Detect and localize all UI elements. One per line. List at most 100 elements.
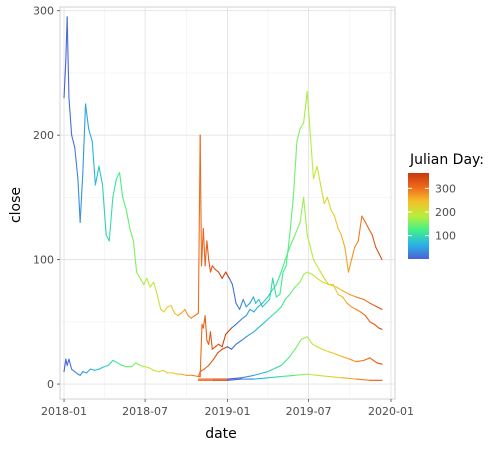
- series-segment: [105, 234, 110, 242]
- series-segment: [321, 281, 330, 286]
- series-segment: [296, 128, 301, 142]
- series-segment: [63, 358, 67, 373]
- legend: Julian Day: 100 200 300: [408, 152, 484, 259]
- series-segment: [303, 271, 308, 276]
- series-segment: [203, 364, 210, 370]
- series-segment: [249, 308, 255, 313]
- series-segment: [261, 318, 269, 325]
- series-segment: [192, 374, 199, 378]
- series-segment: [255, 298, 260, 304]
- series-segment: [160, 308, 165, 313]
- series-segment: [351, 306, 357, 310]
- series-segment: [84, 103, 90, 130]
- series-segment: [184, 308, 189, 317]
- series-segment: [275, 306, 282, 313]
- series-segment: [228, 277, 233, 286]
- series-segment: [66, 358, 70, 366]
- series-segment: [146, 277, 151, 288]
- series-segment: [312, 343, 318, 348]
- series-segment: [139, 277, 145, 286]
- series-segment: [289, 234, 296, 248]
- series-segment: [200, 227, 204, 267]
- series-segment: [235, 302, 241, 310]
- series-segment: [166, 305, 172, 308]
- series-segment: [342, 377, 357, 380]
- y-tick-label: 100: [33, 254, 54, 267]
- series-segment: [369, 321, 375, 325]
- y-axis-title: close: [8, 187, 24, 223]
- series-segment: [208, 259, 212, 273]
- series-segment: [257, 302, 263, 308]
- series-segment: [303, 196, 308, 236]
- series-segment: [355, 359, 365, 363]
- series-segment: [63, 59, 67, 99]
- grid-major: [60, 7, 395, 399]
- series-segment: [355, 378, 371, 381]
- series-segment: [294, 281, 301, 288]
- series-segment: [240, 315, 247, 320]
- series-line-1: [63, 16, 383, 319]
- series-segment: [217, 343, 223, 348]
- colorbar-label: 300: [435, 182, 456, 195]
- series-segment: [226, 378, 242, 381]
- series-segment: [355, 296, 365, 300]
- series-segment: [249, 331, 255, 335]
- series-segment: [77, 178, 81, 223]
- series-segment: [285, 234, 291, 267]
- series-segment: [172, 372, 178, 375]
- series-segment: [226, 377, 242, 380]
- series-segment: [316, 374, 330, 378]
- series-segment: [378, 252, 383, 261]
- series-segment: [299, 274, 305, 283]
- series-segment: [108, 196, 114, 242]
- series-segment: [158, 369, 164, 373]
- series-segment: [139, 364, 146, 368]
- series-segment: [294, 373, 308, 376]
- series-segment: [221, 333, 227, 348]
- series-segment: [280, 356, 291, 366]
- series-segment: [335, 353, 344, 358]
- series-segment: [364, 315, 371, 323]
- series-segment: [261, 296, 269, 304]
- series-segment: [373, 323, 380, 329]
- series-segment: [323, 277, 330, 286]
- series-segment: [245, 333, 251, 338]
- series-segment: [316, 346, 323, 350]
- series-segment: [335, 286, 344, 292]
- series-layer: [63, 16, 383, 381]
- series-segment: [349, 358, 357, 363]
- series-segment: [357, 215, 363, 242]
- series-segment: [271, 283, 277, 292]
- series-segment: [221, 271, 227, 279]
- series-segment: [240, 336, 247, 342]
- series-segment: [364, 221, 370, 230]
- series-segment: [371, 234, 377, 248]
- y-tick-label: 200: [33, 129, 54, 142]
- series-segment: [144, 366, 150, 369]
- series-segment: [209, 265, 213, 273]
- series-segment: [156, 293, 162, 310]
- series-segment: [354, 240, 359, 248]
- series-segment: [320, 184, 325, 205]
- series-segment: [252, 296, 257, 304]
- series-segment: [249, 296, 255, 304]
- series-segment: [119, 171, 124, 198]
- series-segment: [121, 364, 127, 368]
- series-segment: [328, 351, 337, 355]
- series-segment: [217, 348, 223, 354]
- series-segment: [378, 327, 383, 330]
- series-segment: [280, 259, 286, 273]
- series-segment: [306, 234, 311, 248]
- series-segment: [303, 91, 308, 124]
- series-segment: [153, 281, 158, 296]
- series-segment: [199, 368, 205, 373]
- series-segment: [376, 362, 383, 365]
- series-segment: [66, 16, 70, 99]
- series-segment: [202, 227, 206, 267]
- series-segment: [340, 234, 346, 248]
- series-segment: [361, 215, 366, 223]
- series-segment: [316, 277, 323, 283]
- series-segment: [368, 227, 373, 236]
- series-segment: [211, 265, 216, 271]
- series-segment: [194, 312, 199, 317]
